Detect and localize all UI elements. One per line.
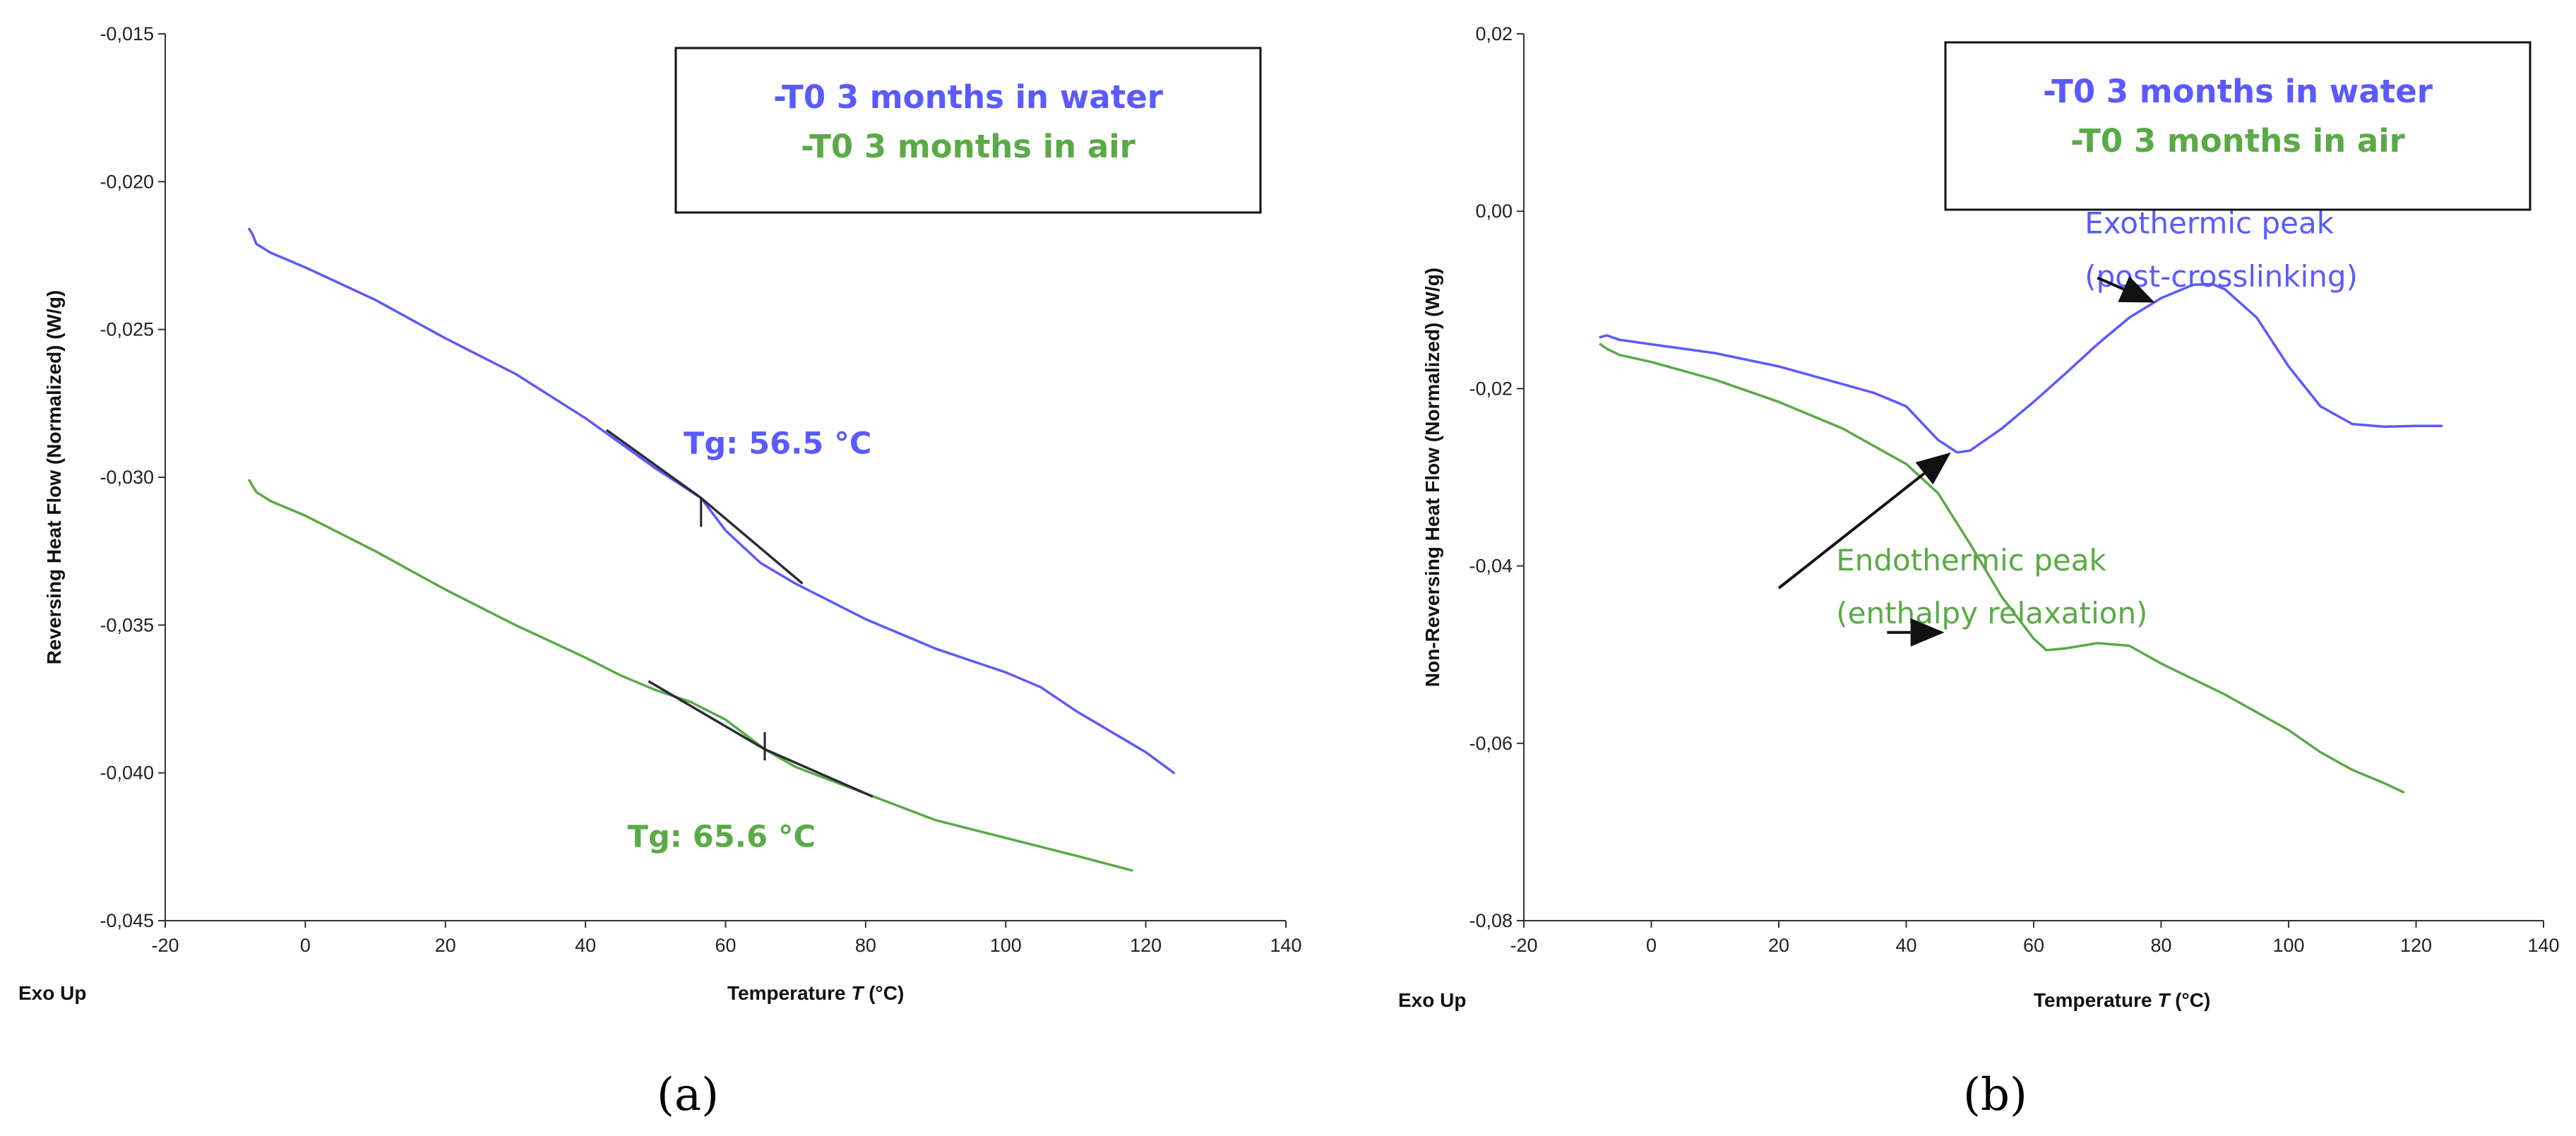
tangent-segment [605,429,804,585]
exo-up-note: Exo Up [1398,989,1466,1011]
series-line [1599,282,2443,454]
panel-label: (a) [657,1069,719,1121]
series-line [248,479,1133,872]
x-axis-label: Temperature T (°C) [727,982,904,1004]
series-line [1599,342,2405,794]
y-axis-label: Reversing Heat Flow (Normalized) (W/g) [43,290,65,665]
y-tick-label: 0,00 [1475,201,1513,222]
x-tick-label: 140 [2527,935,2559,956]
x-tick-label: 20 [435,935,456,956]
x-tick-label: 40 [575,935,596,956]
y-tick-label: -0,015 [100,23,154,44]
y-tick-label: 0,02 [1475,23,1513,44]
annotation-text: Endothermic peak [1836,543,2106,578]
x-tick-label: -20 [151,935,179,956]
x-tick-label: 100 [2272,935,2304,956]
y-tick-label: -0,08 [1469,910,1513,931]
x-tick-label: 20 [1768,935,1789,956]
x-tick-label: 100 [990,935,1022,956]
exo-up-note: Exo Up [18,982,86,1004]
panel-b: -0,08 -0,06 -0,04 -0,02 0,00 0,02 -20 0 20 40 60 80… [1398,23,2560,1121]
legend-box [674,47,1262,214]
x-tick-label: 120 [2400,935,2432,956]
arrow-shaft [1777,472,1926,590]
x-axis-label: Temperature T (°C) [2034,989,2210,1011]
x-tick-label: 80 [855,935,876,956]
y-axis-label: Non-Reversing Heat Flow (Normalized) (W/… [1421,268,1443,687]
y-tick-label: -0,06 [1469,733,1513,754]
y-tick-label: -0,035 [100,614,154,635]
annotation-text: (enthalpy relaxation) [1836,596,2147,630]
arrow-head [1910,618,1945,647]
y-tick-label: -0,040 [100,763,154,784]
x-tick-label: 120 [1130,935,1162,956]
legend-entry: -T0 3 months in water [773,78,1164,116]
annotation-text: Tg: 65.6 °C [628,819,816,854]
arrow-head [1915,452,1951,485]
y-tick-label: -0,04 [1469,556,1513,577]
y-tick-label: -0,02 [1469,378,1513,399]
legend-entry: -T0 3 months in air [801,128,1135,165]
legend-box [1944,41,2532,211]
series-line [248,227,1176,775]
x-tick-label: 0 [1646,935,1657,956]
annotation-text: Exothermic peak [2085,206,2334,241]
y-tick-label: -0,045 [100,910,154,931]
legend-entry: -T0 3 months in air [2070,122,2405,160]
panel-a: -0,045 -0,040 -0,035 -0,030 -0,025 -0,020 -0,0… [18,23,1302,1121]
annotation-text: Tg: 56.5 °C [684,426,871,462]
x-tick-label: 0 [300,935,311,956]
x-tick-label: 60 [715,935,736,956]
arrow-head [2118,276,2155,303]
x-tick-label: 40 [1895,935,1916,956]
legend-entry: -T0 3 months in water [2043,73,2433,110]
panel-label: (b) [1963,1069,2027,1121]
x-tick-label: 80 [2150,935,2171,956]
y-tick-label: -0,025 [100,319,154,340]
x-tick-label: 60 [2023,935,2044,956]
x-tick-label: 140 [1270,935,1301,956]
y-tick-label: -0,020 [100,171,154,192]
x-tick-label: -20 [1510,935,1537,956]
y-tick-label: -0,030 [100,467,154,488]
arrow-shaft [2097,276,2125,291]
